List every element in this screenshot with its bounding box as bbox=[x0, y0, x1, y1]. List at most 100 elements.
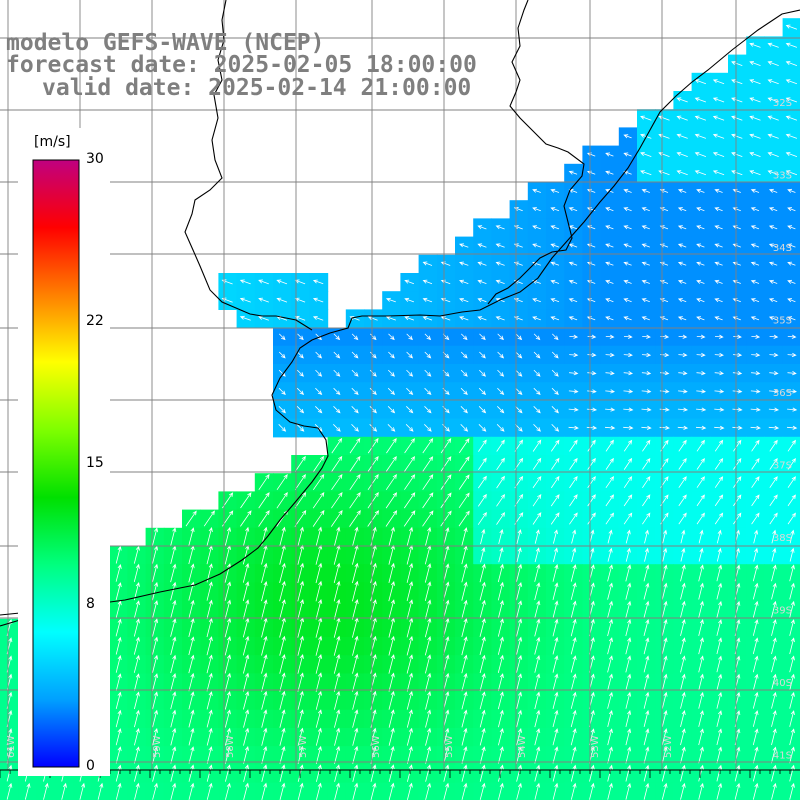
wind-arrow bbox=[333, 406, 341, 414]
wind-arrow bbox=[661, 691, 668, 709]
wind-arrow bbox=[532, 316, 541, 321]
wind-arrow bbox=[403, 510, 416, 527]
wind-arrow bbox=[551, 406, 559, 414]
wind-arrow bbox=[133, 618, 140, 637]
wind-arrow bbox=[349, 492, 361, 509]
wind-speed-cell bbox=[455, 491, 474, 511]
wind-arrow bbox=[589, 764, 595, 782]
wind-arrow bbox=[586, 425, 598, 430]
wind-arrow bbox=[623, 243, 632, 248]
wind-arrow bbox=[388, 782, 395, 800]
wind-arrow bbox=[750, 407, 761, 412]
wind-arrow bbox=[680, 618, 686, 636]
wind-arrow bbox=[479, 599, 486, 619]
wind-arrow bbox=[625, 728, 632, 746]
wind-arrow bbox=[769, 494, 778, 507]
wind-arrow bbox=[625, 600, 632, 618]
wind-speed-cell bbox=[673, 491, 693, 511]
wind-arrow bbox=[497, 654, 504, 673]
wind-arrow bbox=[534, 709, 541, 728]
wind-arrow bbox=[224, 727, 231, 746]
wind-arrow bbox=[695, 425, 707, 430]
wind-arrow bbox=[206, 782, 213, 800]
wind-arrow bbox=[676, 115, 688, 121]
wind-arrow bbox=[206, 636, 213, 656]
wind-arrow bbox=[694, 152, 707, 157]
wind-speed-cell bbox=[327, 473, 347, 492]
wind-arrow bbox=[407, 745, 413, 764]
wind-arrow bbox=[712, 97, 725, 103]
wind-arrow bbox=[767, 42, 779, 48]
wind-arrow bbox=[115, 764, 122, 782]
wind-arrow bbox=[768, 188, 778, 193]
wind-arrow bbox=[605, 389, 616, 394]
wind-arrow bbox=[734, 782, 741, 800]
wind-arrow bbox=[497, 563, 504, 583]
wind-arrow bbox=[571, 529, 577, 544]
wind-arrow bbox=[297, 526, 304, 547]
wind-arrow bbox=[787, 476, 796, 488]
wind-speed-cell bbox=[673, 436, 693, 456]
wind-speed-cell bbox=[527, 473, 547, 492]
wind-arrow bbox=[698, 764, 704, 782]
wind-arrow bbox=[623, 316, 632, 321]
wind-arrow bbox=[458, 474, 470, 490]
wind-speed-cell bbox=[637, 455, 656, 474]
wind-arrow bbox=[115, 618, 122, 637]
wind-arrow bbox=[714, 476, 724, 488]
wind-arrow bbox=[170, 636, 177, 655]
wind-arrow bbox=[769, 334, 779, 339]
wind-arrow bbox=[315, 672, 323, 692]
longitude-label: 54W bbox=[517, 735, 528, 758]
wind-arrow bbox=[315, 580, 323, 602]
wind-arrow bbox=[534, 728, 541, 746]
wind-arrow bbox=[787, 207, 796, 212]
wind-arrow bbox=[751, 439, 760, 452]
wind-arrow bbox=[294, 455, 306, 472]
wind-arrow bbox=[678, 334, 688, 339]
wind-arrow bbox=[787, 279, 796, 284]
wind-arrow bbox=[443, 782, 450, 800]
wind-arrow bbox=[477, 511, 487, 525]
wind-arrow bbox=[550, 225, 560, 230]
wind-arrow bbox=[605, 439, 614, 452]
wind-speed-cell bbox=[491, 436, 511, 456]
wind-speed-cell bbox=[382, 455, 401, 474]
wind-arrow bbox=[641, 188, 650, 193]
wind-arrow bbox=[680, 582, 686, 600]
wind-arrow bbox=[458, 492, 470, 509]
wind-speed-cell bbox=[527, 491, 547, 511]
wind-arrow bbox=[242, 581, 250, 602]
wind-arrow bbox=[242, 635, 250, 656]
wind-arrow bbox=[261, 764, 268, 782]
wind-arrow bbox=[261, 562, 268, 583]
wind-arrow bbox=[698, 529, 704, 544]
wind-arrow bbox=[698, 673, 704, 691]
wind-arrow bbox=[533, 333, 541, 341]
wind-arrow bbox=[333, 672, 341, 692]
wind-arrow bbox=[424, 563, 432, 583]
wind-arrow bbox=[170, 727, 177, 746]
wind-arrow bbox=[152, 600, 159, 619]
wind-arrow bbox=[570, 655, 577, 673]
wind-arrow bbox=[495, 279, 505, 284]
wind-arrow bbox=[352, 672, 359, 692]
wind-arrow bbox=[625, 529, 631, 544]
wind-arrow bbox=[660, 371, 670, 376]
wind-arrow bbox=[698, 618, 704, 636]
wind-arrow bbox=[712, 115, 725, 121]
wind-arrow bbox=[641, 243, 650, 248]
wind-arrow bbox=[749, 61, 761, 66]
wind-arrow bbox=[680, 655, 686, 673]
wind-arrow bbox=[477, 316, 487, 321]
wind-speed-cell bbox=[546, 436, 565, 456]
wind-speed-cell bbox=[327, 491, 347, 511]
wind-speed-cell bbox=[236, 509, 256, 529]
wind-arrow bbox=[789, 600, 795, 618]
wind-arrow bbox=[552, 709, 559, 728]
wind-arrow bbox=[261, 580, 268, 602]
wind-speed-cell bbox=[546, 509, 565, 529]
wind-arrow bbox=[461, 636, 468, 656]
wind-arrow bbox=[243, 526, 250, 547]
wind-arrow bbox=[731, 61, 743, 66]
